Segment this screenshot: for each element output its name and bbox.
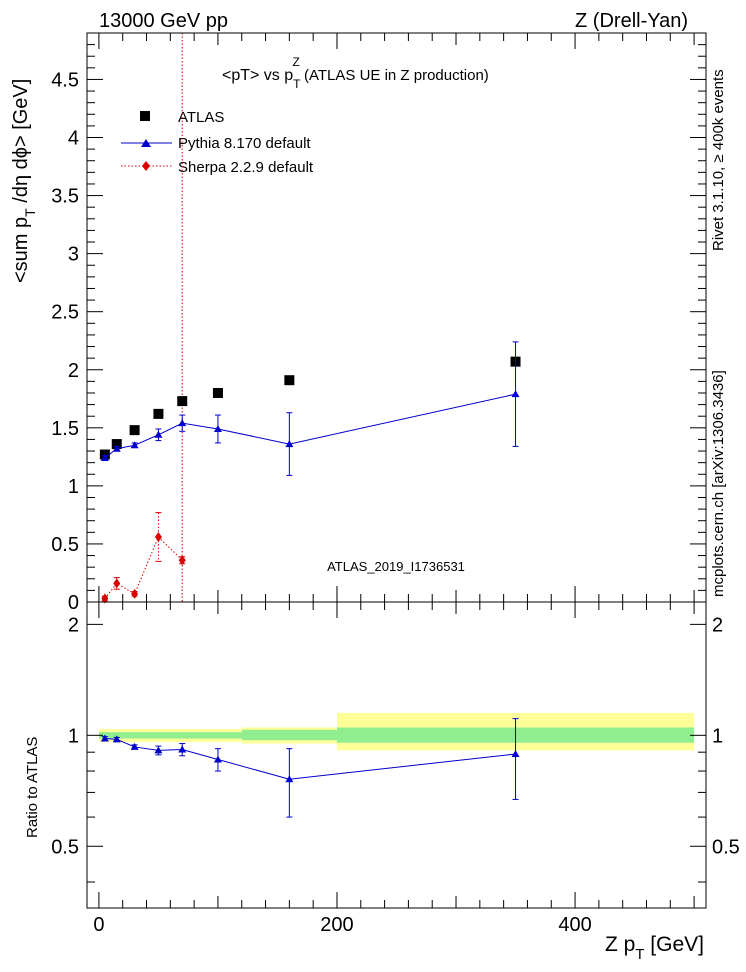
main-data-point bbox=[212, 387, 223, 398]
x-tick-label: 400 bbox=[558, 914, 591, 936]
ratio-y-tick-label-left: 2 bbox=[68, 614, 79, 636]
x-tick-label: 0 bbox=[93, 914, 104, 936]
main-data-point bbox=[129, 425, 140, 436]
ylabel-sub: T bbox=[22, 208, 38, 217]
title-main: <pT> vs p bbox=[222, 67, 293, 84]
ylabel-rest: /dη dϕ> [GeV] bbox=[10, 79, 32, 209]
main-data-point bbox=[177, 396, 188, 407]
legend-sherpa-label: Sherpa 2.2.9 default bbox=[178, 159, 314, 176]
ratio-y-tick-label-right: 0.5 bbox=[712, 836, 740, 858]
main-y-tick-label: 0.5 bbox=[51, 534, 79, 556]
main-data-point bbox=[284, 375, 295, 386]
ratio-pythia-point bbox=[100, 734, 109, 742]
title-sup: Z bbox=[293, 55, 300, 69]
main-pythia-point bbox=[213, 424, 222, 432]
ratio-y-tick-label-right: 2 bbox=[712, 614, 723, 636]
title-sub: T bbox=[293, 77, 301, 91]
legend-atlas-label: ATLAS bbox=[178, 109, 224, 126]
main-data-point bbox=[111, 439, 122, 450]
x-axis-label: Z pT [GeV] bbox=[605, 933, 704, 963]
main-pythia-point bbox=[100, 454, 109, 462]
main-pythia-point bbox=[285, 440, 294, 448]
main-y-tick-label: 1 bbox=[68, 476, 79, 498]
main-y-tick-label: 4 bbox=[68, 128, 79, 150]
axes: 00.511.522.533.544.50.5 0.51 12 20 200 400 bbox=[51, 32, 740, 936]
main-plot-marks bbox=[99, 33, 521, 604]
ratio-band-inner bbox=[241, 729, 337, 741]
main-data-point bbox=[153, 408, 164, 419]
main-y-tick-label: 1.5 bbox=[51, 418, 79, 440]
ratio-pythia-point bbox=[154, 746, 163, 754]
main-sherpa-point bbox=[154, 531, 162, 542]
side-label-bottom: mcplots.cern.ch [arXiv:1306.3436] bbox=[710, 370, 727, 597]
ylabel-main: <sum p bbox=[10, 217, 32, 283]
xlabel-rest: [GeV] bbox=[644, 933, 704, 956]
title-rest: (ATLAS UE in Z production) bbox=[300, 67, 489, 84]
ratio-pythia-point bbox=[285, 775, 294, 783]
ratio-pythia-point bbox=[213, 755, 222, 763]
main-pythia-point bbox=[511, 390, 520, 398]
ratio-pythia-point bbox=[178, 745, 187, 753]
main-pythia-point bbox=[154, 430, 163, 438]
legend: ATLAS Pythia 8.170 default Sherpa 2.2.9 … bbox=[121, 109, 314, 176]
ratio-plot-marks bbox=[100, 718, 520, 818]
ratio-pythia-point bbox=[511, 749, 520, 757]
main-pythia-point bbox=[178, 419, 187, 427]
header-left: 13000 GeV pp bbox=[99, 10, 228, 32]
legend-atlas-marker bbox=[140, 111, 150, 121]
main-sherpa-point bbox=[113, 578, 121, 589]
main-sherpa-point bbox=[178, 555, 186, 566]
legend-sherpa-marker bbox=[142, 161, 150, 171]
main-sherpa-point bbox=[101, 593, 109, 604]
analysis-watermark: ATLAS_2019_I1736531 bbox=[327, 559, 465, 574]
ratio-y-tick-label-left: 0.5 bbox=[51, 836, 79, 858]
ratio-bands bbox=[98, 712, 695, 751]
ratio-y-tick-label-left: 1 bbox=[68, 725, 79, 747]
side-label-top: Rivet 3.1.10, ≥ 400k events bbox=[710, 69, 727, 251]
header-right: Z (Drell-Yan) bbox=[575, 10, 688, 32]
main-pythia-point bbox=[112, 444, 121, 452]
ratio-pythia-point bbox=[112, 735, 121, 743]
ratio-y-axis-label: Ratio to ATLAS bbox=[24, 737, 41, 838]
main-plot-title: <pT> vs pTZ (ATLAS UE in Z production) bbox=[222, 55, 489, 91]
main-y-tick-label: 2 bbox=[68, 360, 79, 382]
main-y-tick-label: 3.5 bbox=[51, 186, 79, 208]
x-tick-label: 200 bbox=[320, 914, 353, 936]
main-pythia-line bbox=[104, 393, 516, 459]
ratio-band-inner bbox=[98, 732, 242, 739]
legend-pythia-label: Pythia 8.170 default bbox=[178, 135, 311, 152]
legend-pythia-marker bbox=[141, 139, 151, 147]
ratio-plot-frame bbox=[86, 601, 707, 909]
xlabel-main: Z p bbox=[605, 933, 635, 956]
main-y-axis-label: <sum pT /dη dϕ> [GeV] bbox=[10, 79, 38, 283]
main-y-tick-label: 4.5 bbox=[51, 69, 79, 91]
ratio-pythia-point bbox=[130, 742, 139, 750]
main-sherpa-point bbox=[131, 588, 139, 599]
xlabel-sub: T bbox=[635, 946, 644, 963]
main-y-tick-label: 3 bbox=[68, 244, 79, 266]
main-pythia-point bbox=[130, 441, 139, 449]
main-y-tick-label: 0 bbox=[68, 592, 79, 614]
ratio-y-tick-label-right: 1 bbox=[712, 725, 723, 747]
main-y-tick-label: 2.5 bbox=[51, 302, 79, 324]
